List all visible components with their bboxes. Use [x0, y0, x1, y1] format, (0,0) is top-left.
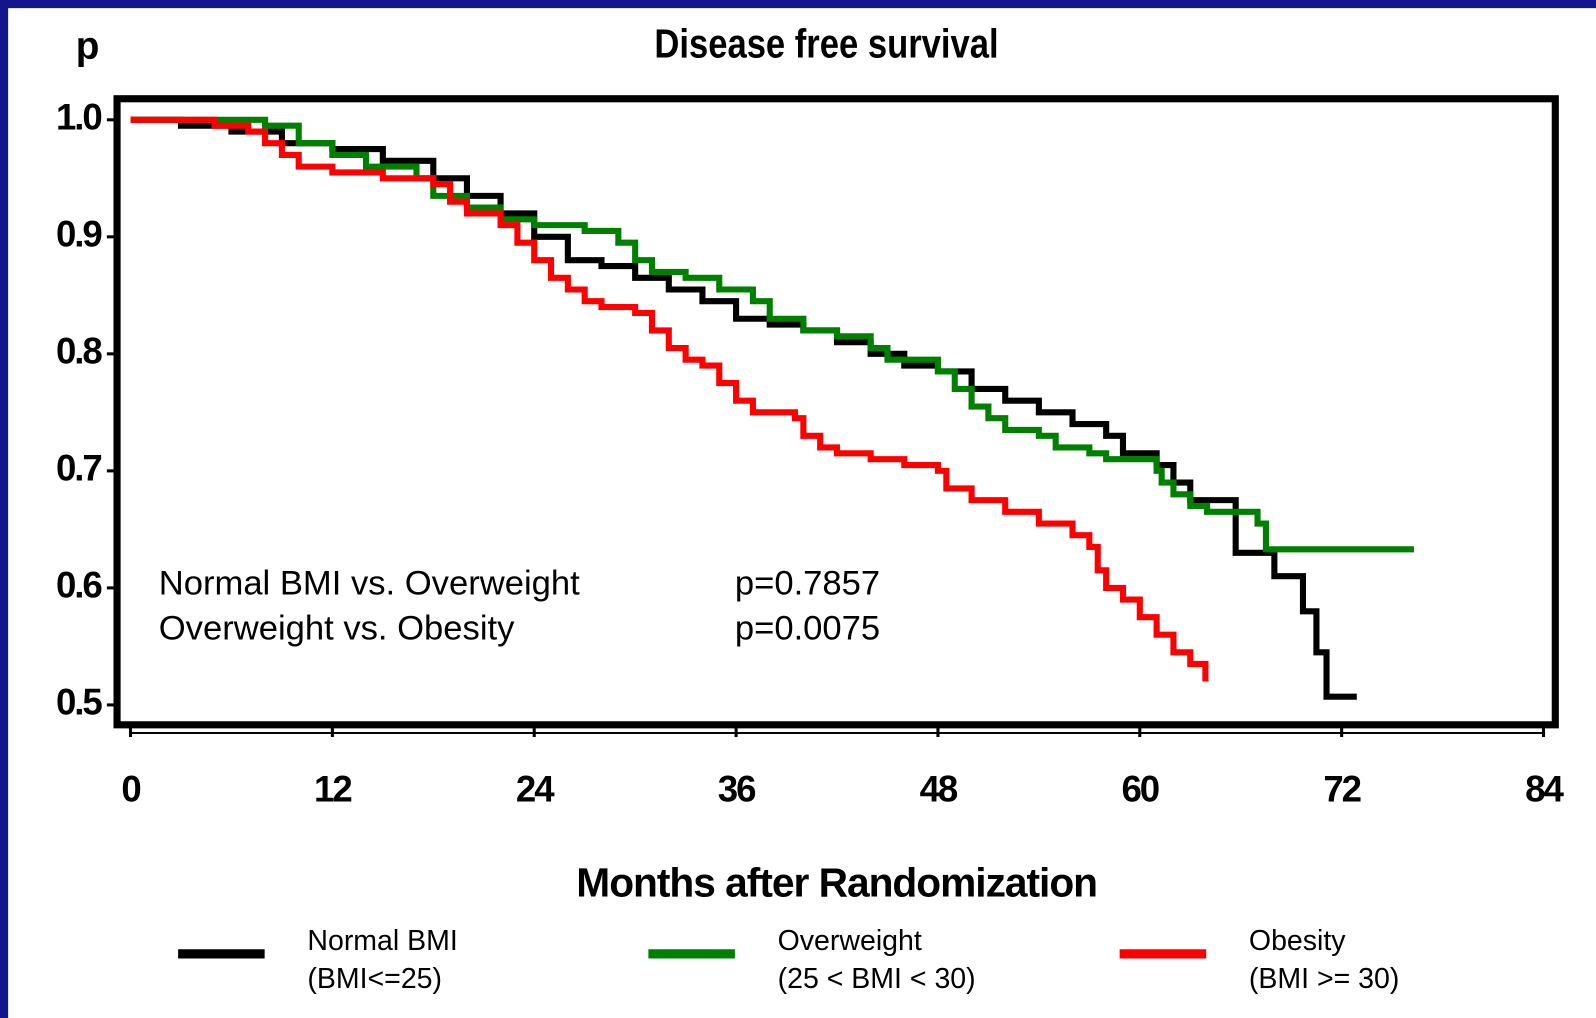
x-tick-label: 12: [314, 769, 351, 810]
y-axis-label: p: [76, 25, 100, 68]
legend-description: (BMI<=25): [307, 963, 442, 995]
x-tick-label: 0: [121, 769, 140, 810]
annotation-p: p=0.0075: [735, 609, 880, 647]
x-tick-label: 60: [1121, 769, 1158, 810]
x-tick-label: 36: [718, 769, 756, 810]
chart-title: Disease free survival: [654, 22, 998, 67]
legend-label: Obesity: [1249, 925, 1346, 957]
x-axis-label: Months after Randomization: [576, 859, 1097, 905]
x-tick-label: 72: [1323, 769, 1360, 810]
annotation: Normal BMI vs. Overweight: [159, 564, 580, 602]
y-tick-label: 0.8: [56, 331, 102, 372]
legend-label: Overweight: [778, 925, 922, 957]
x-tick-label: 48: [920, 769, 958, 810]
legend-description: (BMI >= 30): [1249, 963, 1399, 995]
background: [8, 8, 1596, 1018]
x-tick-label: 24: [516, 769, 555, 810]
y-tick-label: 1.0: [56, 96, 101, 137]
y-tick-label: 0.9: [56, 214, 102, 255]
y-tick-label: 0.5: [56, 682, 102, 723]
legend-description: (25 < BMI < 30): [778, 963, 976, 995]
legend-label: Normal BMI: [307, 925, 457, 957]
annotation: Overweight vs. Obesity: [159, 609, 515, 647]
x-tick-label: 84: [1525, 769, 1564, 810]
survival-line: [130, 116, 1209, 682]
annotation-p: p=0.7857: [735, 564, 880, 602]
y-tick-label: 0.7: [56, 448, 101, 489]
y-tick-label: 0.6: [56, 565, 102, 606]
plot-frame: [113, 95, 1559, 729]
